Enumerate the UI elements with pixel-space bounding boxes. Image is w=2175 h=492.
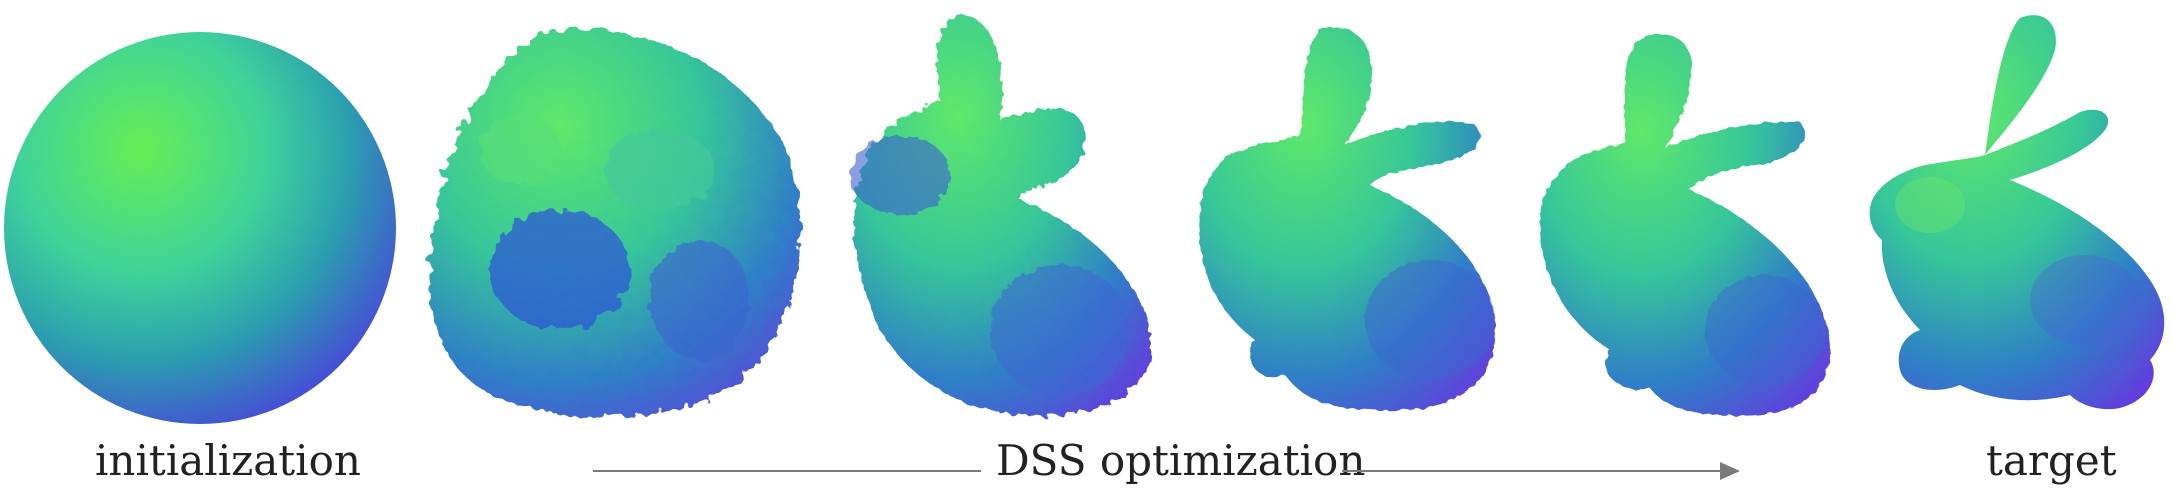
stage-target-bunny [1869, 15, 2165, 410]
caption-initialization: initialization [95, 436, 361, 485]
stage-sphere [4, 32, 396, 424]
stage-mid-bunny [1199, 27, 1496, 411]
caption-dss-optimization: DSS optimization [996, 436, 1366, 485]
arrow-head [1720, 462, 1740, 480]
arrow-line-right [1342, 470, 1722, 472]
stage-early-bunny [850, 14, 1152, 416]
arrow-line-left [593, 470, 981, 472]
stage-late-bunny [1540, 34, 1830, 416]
stage-blob [429, 28, 801, 417]
caption-target: target [1986, 436, 2117, 485]
